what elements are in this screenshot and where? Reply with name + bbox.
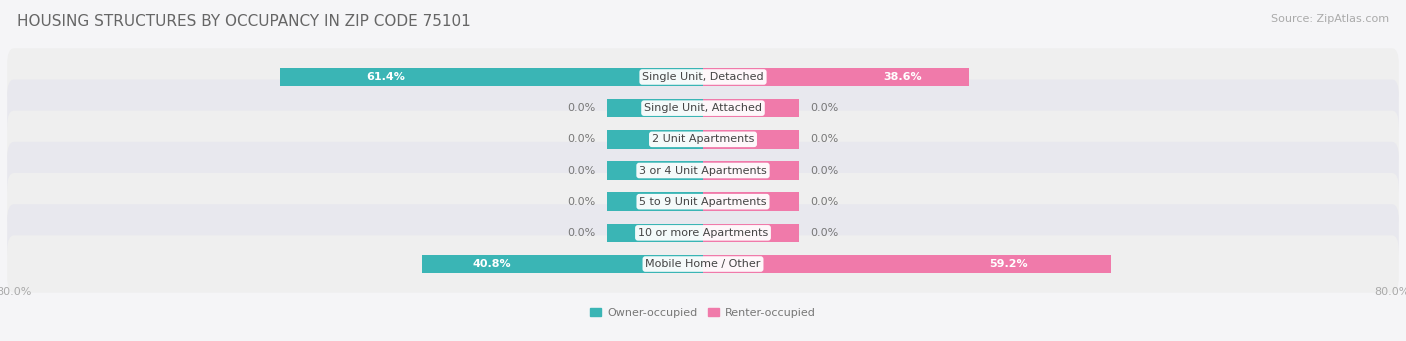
Bar xyxy=(606,130,703,149)
Bar xyxy=(606,223,703,242)
Text: 0.0%: 0.0% xyxy=(810,134,839,144)
Bar xyxy=(703,99,800,118)
Text: HOUSING STRUCTURES BY OCCUPANCY IN ZIP CODE 75101: HOUSING STRUCTURES BY OCCUPANCY IN ZIP C… xyxy=(17,14,471,29)
Text: Source: ZipAtlas.com: Source: ZipAtlas.com xyxy=(1271,14,1389,24)
Legend: Owner-occupied, Renter-occupied: Owner-occupied, Renter-occupied xyxy=(586,303,820,322)
FancyBboxPatch shape xyxy=(7,142,1399,199)
Text: Single Unit, Attached: Single Unit, Attached xyxy=(644,103,762,113)
Text: 0.0%: 0.0% xyxy=(810,197,839,207)
Bar xyxy=(703,161,800,180)
FancyBboxPatch shape xyxy=(7,110,1399,168)
FancyBboxPatch shape xyxy=(7,235,1399,293)
Text: 38.6%: 38.6% xyxy=(883,72,922,82)
Text: 0.0%: 0.0% xyxy=(810,165,839,176)
Bar xyxy=(703,130,800,149)
Text: 0.0%: 0.0% xyxy=(567,197,596,207)
Text: 0.0%: 0.0% xyxy=(810,228,839,238)
Bar xyxy=(280,68,703,86)
Text: 2 Unit Apartments: 2 Unit Apartments xyxy=(652,134,754,144)
Text: Mobile Home / Other: Mobile Home / Other xyxy=(645,259,761,269)
Bar xyxy=(703,223,800,242)
Text: 61.4%: 61.4% xyxy=(367,72,405,82)
Text: Single Unit, Detached: Single Unit, Detached xyxy=(643,72,763,82)
Text: 0.0%: 0.0% xyxy=(810,103,839,113)
FancyBboxPatch shape xyxy=(7,48,1399,106)
Bar xyxy=(606,161,703,180)
Text: 0.0%: 0.0% xyxy=(567,134,596,144)
Text: 59.2%: 59.2% xyxy=(990,259,1028,269)
Bar xyxy=(606,192,703,211)
FancyBboxPatch shape xyxy=(7,79,1399,137)
Text: 3 or 4 Unit Apartments: 3 or 4 Unit Apartments xyxy=(640,165,766,176)
Text: 5 to 9 Unit Apartments: 5 to 9 Unit Apartments xyxy=(640,197,766,207)
Bar xyxy=(606,99,703,118)
Text: 40.8%: 40.8% xyxy=(472,259,512,269)
Text: 0.0%: 0.0% xyxy=(567,228,596,238)
FancyBboxPatch shape xyxy=(7,204,1399,262)
Bar xyxy=(703,192,800,211)
Bar xyxy=(703,255,1111,273)
FancyBboxPatch shape xyxy=(7,173,1399,231)
Bar xyxy=(422,255,703,273)
Bar xyxy=(703,68,969,86)
Text: 0.0%: 0.0% xyxy=(567,103,596,113)
Text: 0.0%: 0.0% xyxy=(567,165,596,176)
Text: 10 or more Apartments: 10 or more Apartments xyxy=(638,228,768,238)
